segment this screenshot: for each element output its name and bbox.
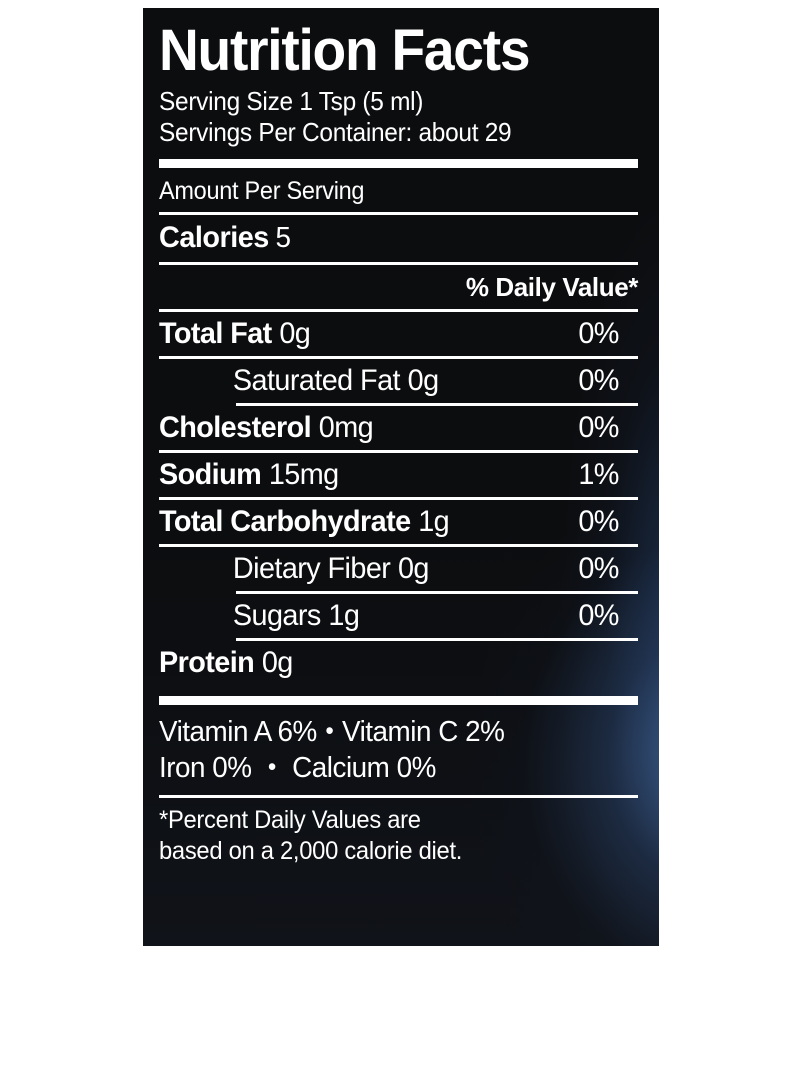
table-row-sugars: Sugars 1g 0% bbox=[159, 594, 619, 638]
nutrient-name: Dietary Fiber bbox=[232, 551, 391, 585]
nutrient-name: Cholesterol bbox=[159, 410, 312, 444]
bullet-separator-icon: • bbox=[267, 752, 276, 781]
daily-value-header: % Daily Value* bbox=[465, 271, 639, 302]
serving-info: Serving Size 1 Tsp (5 ml) Servings Per C… bbox=[159, 86, 638, 147]
divider-above-footnote bbox=[159, 795, 638, 799]
divider-below-sodium bbox=[159, 496, 638, 500]
nutrient-name: Total Fat bbox=[159, 316, 272, 350]
nutrient-value: 1g bbox=[328, 598, 360, 632]
nutrient-percent: 1% bbox=[578, 457, 619, 491]
table-row-dietary-fiber: Dietary Fiber 0g 0% bbox=[159, 547, 619, 591]
calories-label: Calories bbox=[159, 220, 269, 254]
nutrient-name: Sodium bbox=[159, 457, 262, 491]
nutrient-value: 0mg bbox=[318, 410, 374, 444]
divider-below-calories bbox=[159, 261, 638, 265]
nutrient-name: Saturated Fat bbox=[232, 363, 401, 397]
nutrient-value: 0g bbox=[407, 363, 439, 397]
vitamins-row-2: Iron 0% • Calcium 0% bbox=[159, 750, 619, 786]
nutrient-percent: 0% bbox=[578, 410, 619, 444]
table-row-sodium: Sodium 15mg 1% bbox=[159, 453, 619, 497]
table-row-total-fat: Total Fat 0g 0% bbox=[159, 312, 619, 356]
table-row-cholesterol: Cholesterol 0mg 0% bbox=[159, 406, 619, 450]
divider-below-sugars bbox=[236, 637, 638, 641]
divider-thick-bottom bbox=[159, 695, 638, 705]
nutrient-value: 0g bbox=[279, 316, 311, 350]
footnote-line-2: based on a 2,000 calorie diet. bbox=[159, 836, 463, 865]
nutrient-name: Total Carbohydrate bbox=[159, 504, 411, 538]
table-row-protein: Protein 0g bbox=[159, 641, 619, 685]
nutrient-percent: 0% bbox=[578, 504, 619, 538]
vitamin-c-value: Vitamin C 2% bbox=[342, 715, 505, 748]
nutrient-name: Protein bbox=[159, 645, 255, 679]
divider-below-dietary-fiber bbox=[236, 590, 638, 594]
divider-below-total-carbohydrate bbox=[159, 543, 638, 547]
table-row-saturated-fat: Saturated Fat 0g 0% bbox=[159, 359, 619, 403]
divider-above-calories bbox=[159, 211, 638, 215]
nutrition-facts-panel: Nutrition Facts Serving Size 1 Tsp (5 ml… bbox=[143, 8, 659, 946]
nutrient-value: 15mg bbox=[268, 457, 339, 491]
table-row-total-carbohydrate: Total Carbohydrate 1g 0% bbox=[159, 500, 619, 544]
divider-below-daily-value-header bbox=[159, 308, 638, 312]
table-row-calories: Calories 5 bbox=[159, 215, 619, 262]
vitamin-a-value: Vitamin A 6% bbox=[159, 715, 317, 748]
servings-per-container-text: Servings Per Container: about 29 bbox=[159, 117, 512, 148]
nutrient-value: 0g bbox=[397, 551, 429, 585]
nutrient-percent: 0% bbox=[578, 551, 619, 585]
nutrient-name: Sugars bbox=[232, 598, 321, 632]
nutrient-value: 0g bbox=[261, 645, 293, 679]
footnote-line-1: *Percent Daily Values are bbox=[159, 806, 421, 835]
nutrient-percent: 0% bbox=[578, 598, 619, 632]
nutrient-percent: 0% bbox=[578, 316, 619, 350]
vitamins-row-1: Vitamin A 6% • Vitamin C 2% bbox=[159, 714, 619, 750]
divider-below-saturated-fat bbox=[236, 402, 638, 406]
bullet-separator-icon: • bbox=[325, 716, 334, 745]
divider-thick-top bbox=[159, 158, 638, 168]
nutrient-value: 1g bbox=[418, 504, 450, 538]
iron-value: Iron 0% bbox=[159, 751, 252, 784]
amount-per-serving-label: Amount Per Serving bbox=[159, 176, 365, 205]
nutrient-percent: 0% bbox=[578, 363, 619, 397]
footnote-text: *Percent Daily Values are based on a 2,0… bbox=[159, 798, 638, 866]
serving-size-text: Serving Size 1 Tsp (5 ml) bbox=[159, 86, 424, 117]
divider-below-cholesterol bbox=[159, 449, 638, 453]
page-title: Nutrition Facts bbox=[159, 18, 530, 83]
calories-value: 5 bbox=[275, 221, 291, 254]
divider-below-total-fat bbox=[159, 355, 638, 359]
vitamins-section: Vitamin A 6% • Vitamin C 2% Iron 0% • Calciu… bbox=[159, 705, 638, 787]
calcium-value: Calcium 0% bbox=[292, 751, 436, 784]
